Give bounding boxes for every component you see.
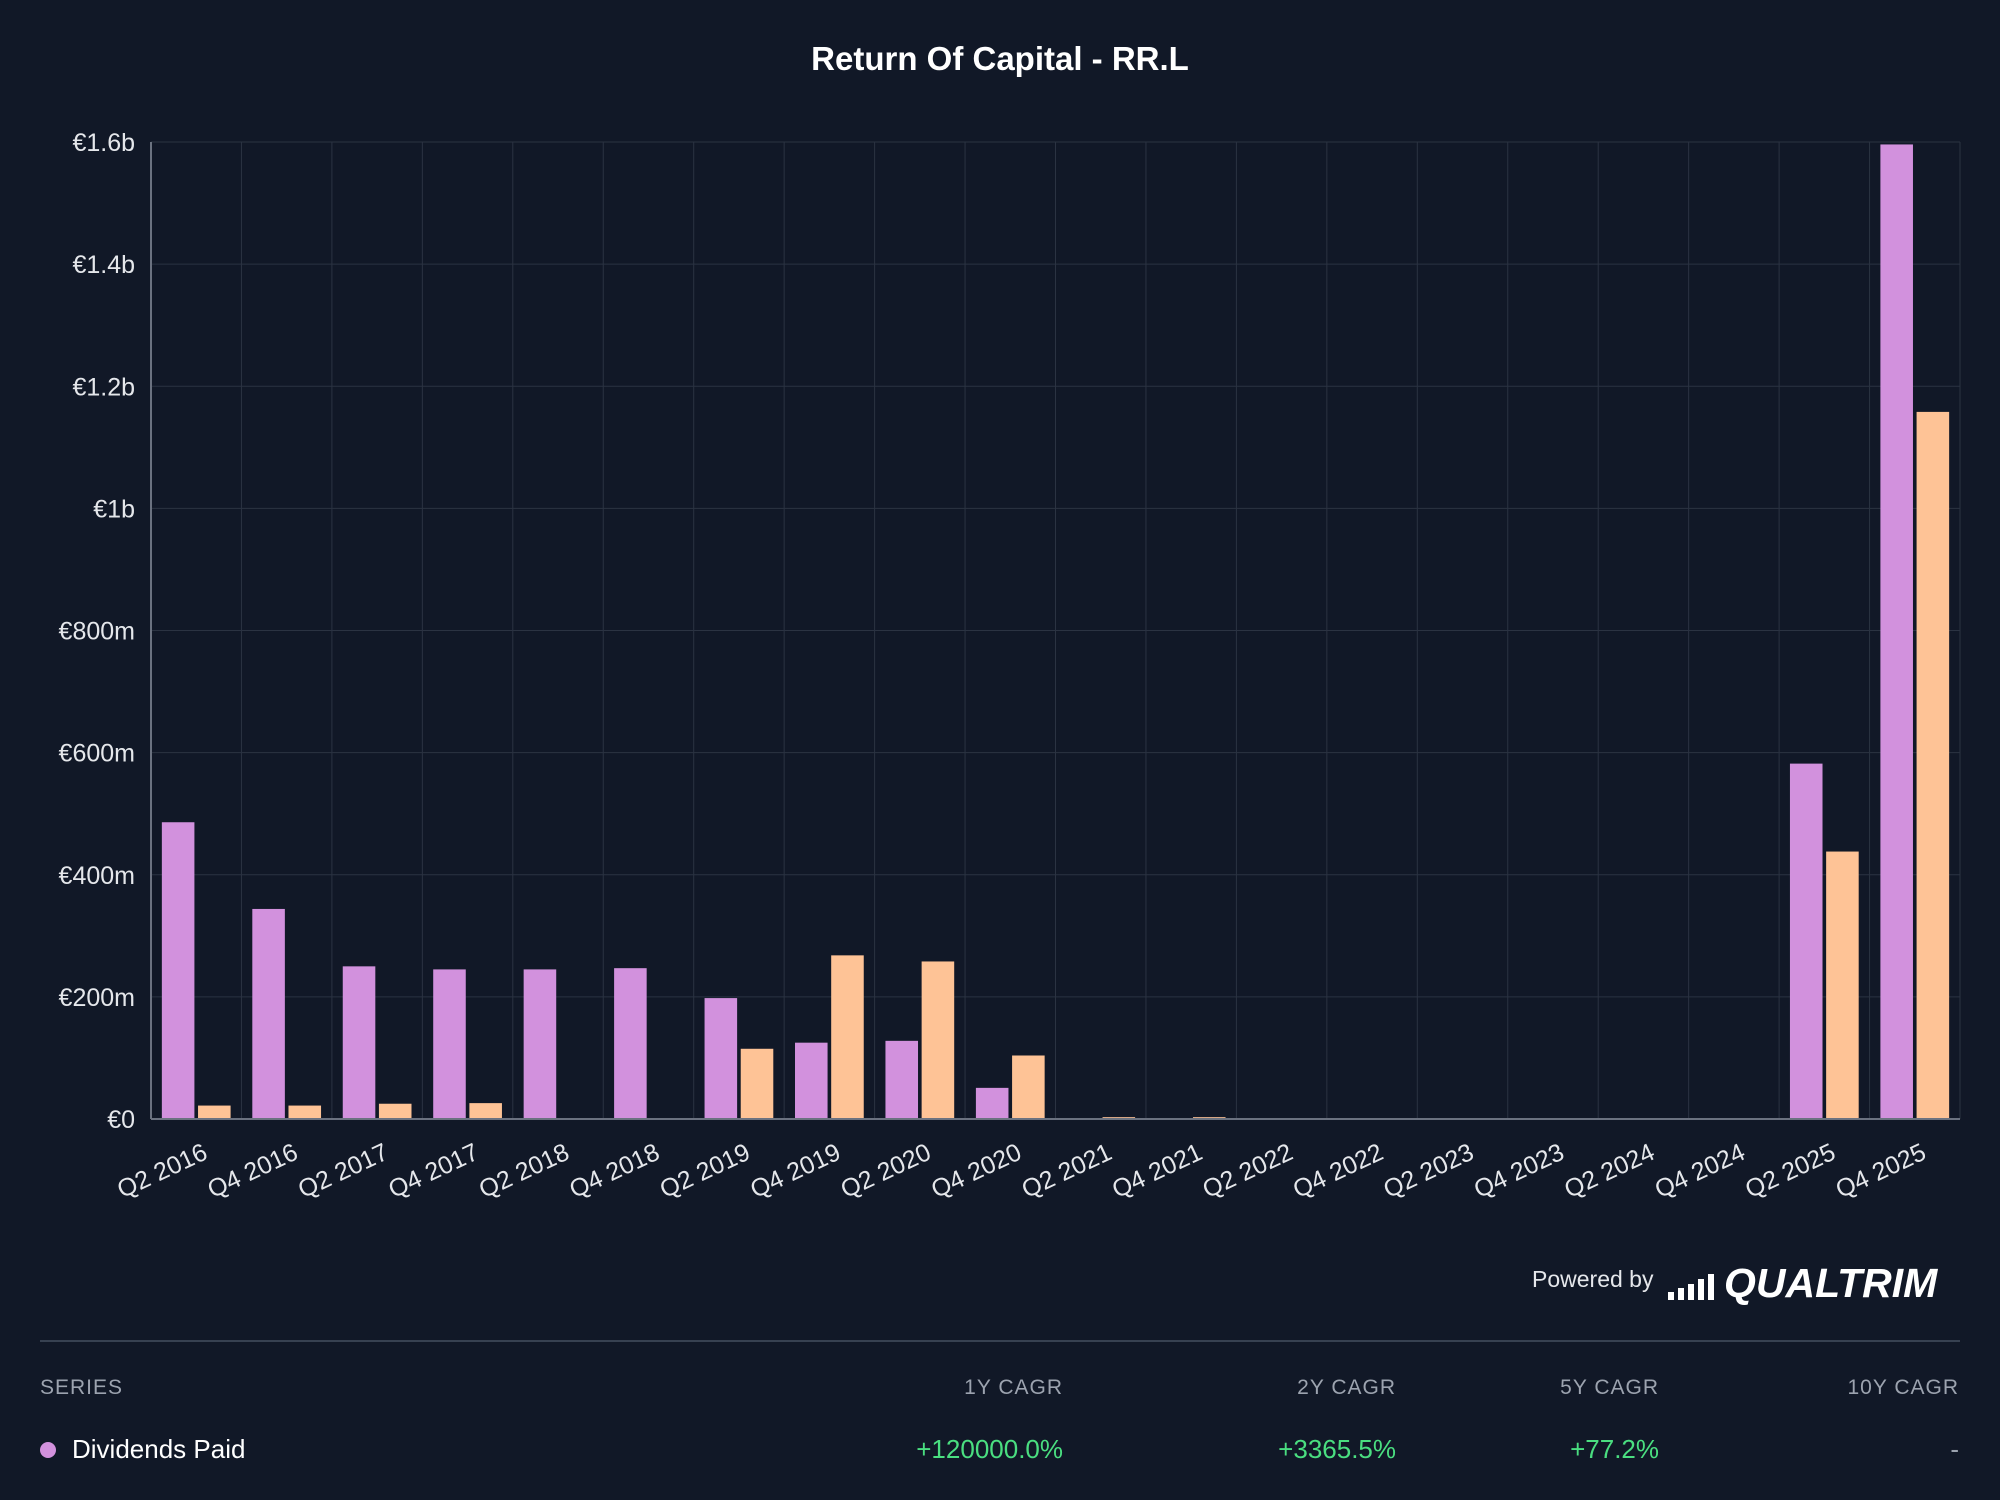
y-tick-label: €1.4b [72, 251, 135, 279]
y-tick-label: €400m [59, 862, 135, 890]
series-color-dot [40, 1442, 56, 1458]
bar-dividends-paid-q4-2025[interactable] [1880, 144, 1913, 1119]
y-tick-label: €0 [107, 1106, 135, 1134]
bar-series-2-q2-2025[interactable] [1826, 851, 1859, 1119]
row-10y-cagr: - [1950, 1434, 1959, 1464]
bar-series-2-q2-2019[interactable] [740, 1048, 774, 1119]
x-tick-label: Q4 2019 [746, 1138, 845, 1204]
x-tick-label: Q2 2018 [475, 1138, 574, 1204]
axis-layer [150, 142, 1960, 1120]
bar-dividends-paid-q4-2018[interactable] [614, 968, 647, 1119]
y-tick-label: €200m [59, 984, 135, 1012]
x-tick-label: Q4 2021 [1108, 1138, 1207, 1204]
bar-series-2-q4-2016[interactable] [288, 1105, 322, 1119]
x-tick-label: Q4 2017 [384, 1138, 483, 1204]
x-tick-label: Q2 2020 [837, 1138, 936, 1204]
x-tick-label: Q2 2021 [1017, 1138, 1116, 1204]
x-tick-label: Q4 2025 [1831, 1138, 1930, 1204]
bar-series-2-q4-2019[interactable] [831, 955, 864, 1119]
row-2y-cagr: +3365.5% [1278, 1434, 1396, 1464]
y-tick-label: €1.2b [72, 373, 135, 401]
bar-series-2-q4-2017[interactable] [469, 1103, 502, 1119]
row-5y-cagr: +77.2% [1570, 1434, 1659, 1464]
brand-name: QUALTRIM [1724, 1260, 1938, 1306]
header-2y-cagr: 2Y CAGR [1297, 1376, 1396, 1399]
x-tick-label: Q2 2016 [113, 1138, 212, 1204]
x-tick-label: Q2 2023 [1379, 1138, 1478, 1204]
grid-layer [150, 141, 1961, 1119]
bar-series-2-q2-2016[interactable] [198, 1105, 231, 1119]
x-tick-label: Q2 2019 [656, 1138, 755, 1204]
qualtrim-logo[interactable]: QUALTRIM [1668, 1260, 1938, 1306]
x-tick-label: Q4 2024 [1651, 1138, 1750, 1204]
bar-dividends-paid-q2-2025[interactable] [1789, 763, 1823, 1119]
bar-dividends-paid-q2-2020[interactable] [885, 1040, 919, 1119]
x-tick-label: Q2 2024 [1560, 1138, 1659, 1204]
bar-series-2-q2-2017[interactable] [378, 1103, 412, 1119]
chart-title: Return Of Capital - RR.L [811, 40, 1189, 77]
y-tick-labels: €0 €200m €400m €600m €800m €1b €1.2b €1.4b €1.6b [59, 129, 135, 1134]
bar-series-2-q4-2020[interactable] [1012, 1055, 1045, 1119]
y-tick-label: €600m [59, 740, 135, 768]
x-tick-label: Q4 2016 [203, 1138, 302, 1204]
header-series: SERIES [40, 1376, 124, 1399]
y-tick-label: €800m [59, 618, 135, 646]
header-5y-cagr: 5Y CAGR [1560, 1376, 1659, 1399]
bar-dividends-paid-q2-2019[interactable] [704, 998, 738, 1119]
header-10y-cagr: 10Y CAGR [1847, 1376, 1959, 1399]
chart-plot: €0 €200m €400m €600m €800m €1b €1.2b €1.4b €1.6b… [59, 129, 1961, 1204]
bar-dividends-paid-q4-2017[interactable] [433, 969, 466, 1119]
x-tick-label: Q4 2022 [1289, 1138, 1388, 1204]
header-1y-cagr: 1Y CAGR [964, 1376, 1063, 1399]
bar-dividends-paid-q4-2016[interactable] [252, 908, 285, 1119]
table-divider [40, 1340, 1960, 1342]
y-tick-label: €1b [93, 495, 135, 523]
bar-dividends-paid-q4-2019[interactable] [795, 1042, 828, 1119]
bar-dividends-paid-q2-2017[interactable] [342, 966, 376, 1119]
x-tick-label: Q4 2020 [927, 1138, 1026, 1204]
x-tick-label: Q2 2017 [294, 1138, 393, 1204]
row-series-name: Dividends Paid [72, 1434, 246, 1464]
x-tick-label: Q4 2023 [1470, 1138, 1569, 1204]
row-1y-cagr: +120000.0% [916, 1434, 1063, 1464]
bar-series-2-q2-2020[interactable] [921, 961, 955, 1119]
bar-series-2-q4-2025[interactable] [1916, 411, 1950, 1119]
bars-layer [161, 144, 1950, 1119]
powered-by-text: Powered by [1532, 1266, 1654, 1292]
y-tick-label: €1.6b [72, 129, 135, 157]
bar-dividends-paid-q2-2016[interactable] [161, 822, 195, 1119]
x-tick-label: Q2 2025 [1741, 1138, 1840, 1204]
x-tick-label: Q4 2018 [565, 1138, 664, 1204]
bar-dividends-paid-q2-2018[interactable] [523, 969, 557, 1119]
bar-dividends-paid-q4-2020[interactable] [975, 1087, 1009, 1119]
x-tick-label: Q2 2022 [1198, 1138, 1297, 1204]
bar-chart-icon [1668, 1274, 1714, 1300]
